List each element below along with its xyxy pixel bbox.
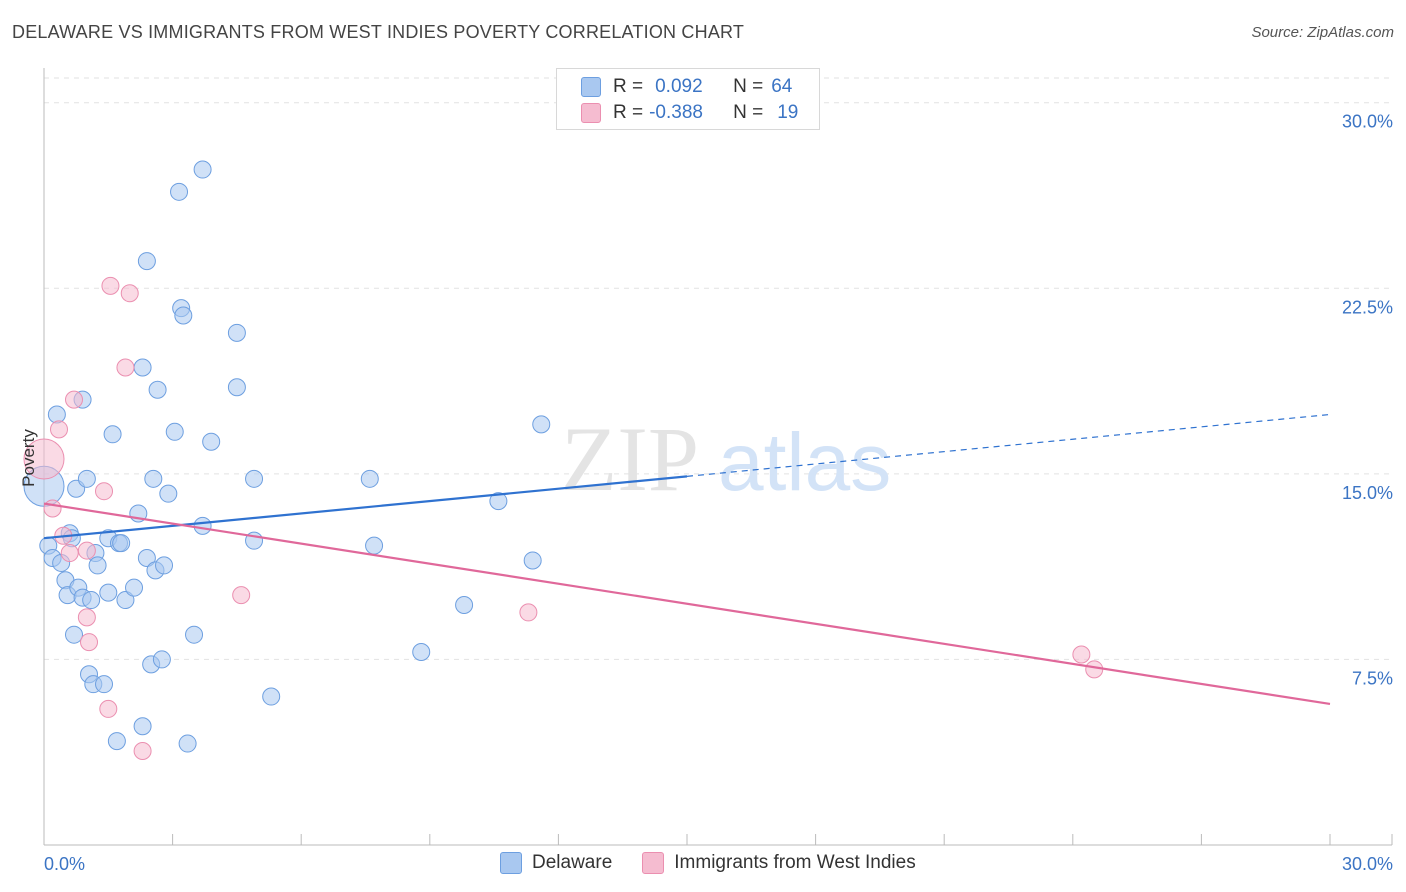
legend-r-value: -0.388 — [649, 102, 703, 123]
trend-layer — [43, 413, 1331, 706]
delaware-point — [99, 583, 118, 602]
y-tick-label: 30.0% — [1342, 112, 1393, 132]
series-legend-delaware: Delaware — [500, 852, 612, 874]
delaware-point — [170, 182, 189, 201]
legend-r-value: 0.092 — [655, 76, 703, 97]
delaware-point — [77, 469, 96, 488]
west-indies-trend-line — [43, 502, 1331, 706]
delaware-point — [47, 405, 66, 424]
delaware-point — [112, 534, 131, 553]
west-indies-point — [120, 284, 139, 303]
west-indies-point — [60, 544, 79, 563]
delaware-point — [88, 556, 107, 575]
west-indies-point — [65, 390, 84, 409]
legend-n-value: 64 — [771, 76, 793, 97]
delaware-point — [532, 415, 551, 434]
series-label-west-indies: Immigrants from West Indies — [674, 852, 916, 873]
delaware-point — [412, 643, 431, 662]
west-indies-point — [101, 276, 120, 295]
west-indies-point — [23, 438, 65, 480]
legend-row-delaware: R = 0.092 N = 64 — [581, 75, 792, 99]
west-indies-point — [99, 699, 118, 718]
points-layer — [23, 160, 1104, 760]
y-tick-label: 7.5% — [1352, 668, 1393, 688]
chart-title: DELAWARE VS IMMIGRANTS FROM WEST INDIES … — [12, 22, 745, 42]
west-indies-point — [1085, 660, 1104, 679]
series-legend-west-indies: Immigrants from West Indies — [642, 852, 916, 874]
delaware-point — [159, 484, 178, 503]
delaware-point — [65, 625, 84, 644]
delaware-trend-line — [43, 475, 688, 540]
legend-n-value: 19 — [777, 102, 799, 123]
legend-n-label: N = — [733, 76, 764, 97]
delaware-point — [95, 675, 114, 694]
delaware-point — [365, 536, 384, 555]
watermark-zip: ZIP — [561, 408, 699, 510]
delaware-point — [262, 687, 281, 706]
delaware-point — [360, 469, 379, 488]
delaware-point — [227, 378, 246, 397]
delaware-point — [152, 650, 171, 669]
delaware-point — [178, 734, 197, 753]
west-indies-point — [80, 633, 99, 652]
delaware-point — [148, 380, 167, 399]
delaware-trend-extension — [686, 413, 1331, 477]
west-indies-point — [1072, 645, 1091, 664]
west-indies-point — [43, 499, 62, 518]
delaware-point — [193, 160, 212, 179]
west-indies-point — [77, 608, 96, 627]
series-label-delaware: Delaware — [532, 852, 613, 873]
legend-r-label: R = — [613, 102, 644, 123]
delaware-point — [455, 596, 474, 615]
legend-n-label: N = — [733, 102, 764, 123]
delaware-point — [227, 323, 246, 342]
watermark: ZIP atlas — [561, 408, 891, 510]
delaware-point — [144, 469, 163, 488]
legend-r-label: R = — [613, 76, 644, 97]
grid-layer — [44, 77, 1392, 660]
delaware-point — [245, 469, 264, 488]
legend-row-west-indies: R = -0.388 N = 19 — [581, 101, 798, 125]
west-indies-point — [133, 741, 152, 760]
west-indies-point — [95, 482, 114, 501]
x-tick-label: 0.0% — [44, 854, 85, 874]
delaware-point — [116, 591, 135, 610]
delaware-point — [107, 732, 126, 751]
delaware-point — [133, 717, 152, 736]
delaware-point — [185, 625, 204, 644]
delaware-point — [489, 492, 508, 511]
x-tick-label: 30.0% — [1342, 854, 1393, 874]
series-swatch-west-indies — [642, 852, 665, 874]
tick-label-layer: 7.5% 15.0% 22.5% 30.0% 0.0% 30.0% — [44, 112, 1393, 874]
delaware-point — [523, 551, 542, 570]
y-tick-label: 22.5% — [1342, 297, 1393, 317]
delaware-point — [155, 556, 174, 575]
series-legend: Delaware Immigrants from West Indies — [500, 852, 946, 874]
legend-swatch-west-indies — [581, 103, 601, 123]
west-indies-point — [519, 603, 538, 622]
delaware-point — [125, 578, 144, 597]
delaware-point — [103, 425, 122, 444]
y-tick-label: 15.0% — [1342, 483, 1393, 503]
delaware-point — [137, 252, 156, 271]
source-label: Source: ZipAtlas.com — [1251, 24, 1394, 41]
west-indies-point — [116, 358, 135, 377]
correlation-legend: R = 0.092 N = 64 R = -0.388 N = 19 — [556, 68, 820, 130]
delaware-point — [137, 548, 156, 567]
west-indies-point — [77, 541, 96, 560]
delaware-point — [193, 516, 212, 535]
west-indies-point — [50, 420, 69, 439]
west-indies-point — [232, 586, 251, 605]
delaware-point — [202, 432, 221, 451]
watermark-atlas: atlas — [718, 417, 891, 508]
y-axis-label: Poverty — [19, 429, 38, 487]
legend-swatch-delaware — [581, 77, 601, 97]
delaware-point — [133, 358, 152, 377]
delaware-point — [165, 422, 184, 441]
delaware-point — [174, 306, 193, 325]
series-swatch-delaware — [500, 852, 522, 874]
delaware-point — [82, 591, 101, 610]
